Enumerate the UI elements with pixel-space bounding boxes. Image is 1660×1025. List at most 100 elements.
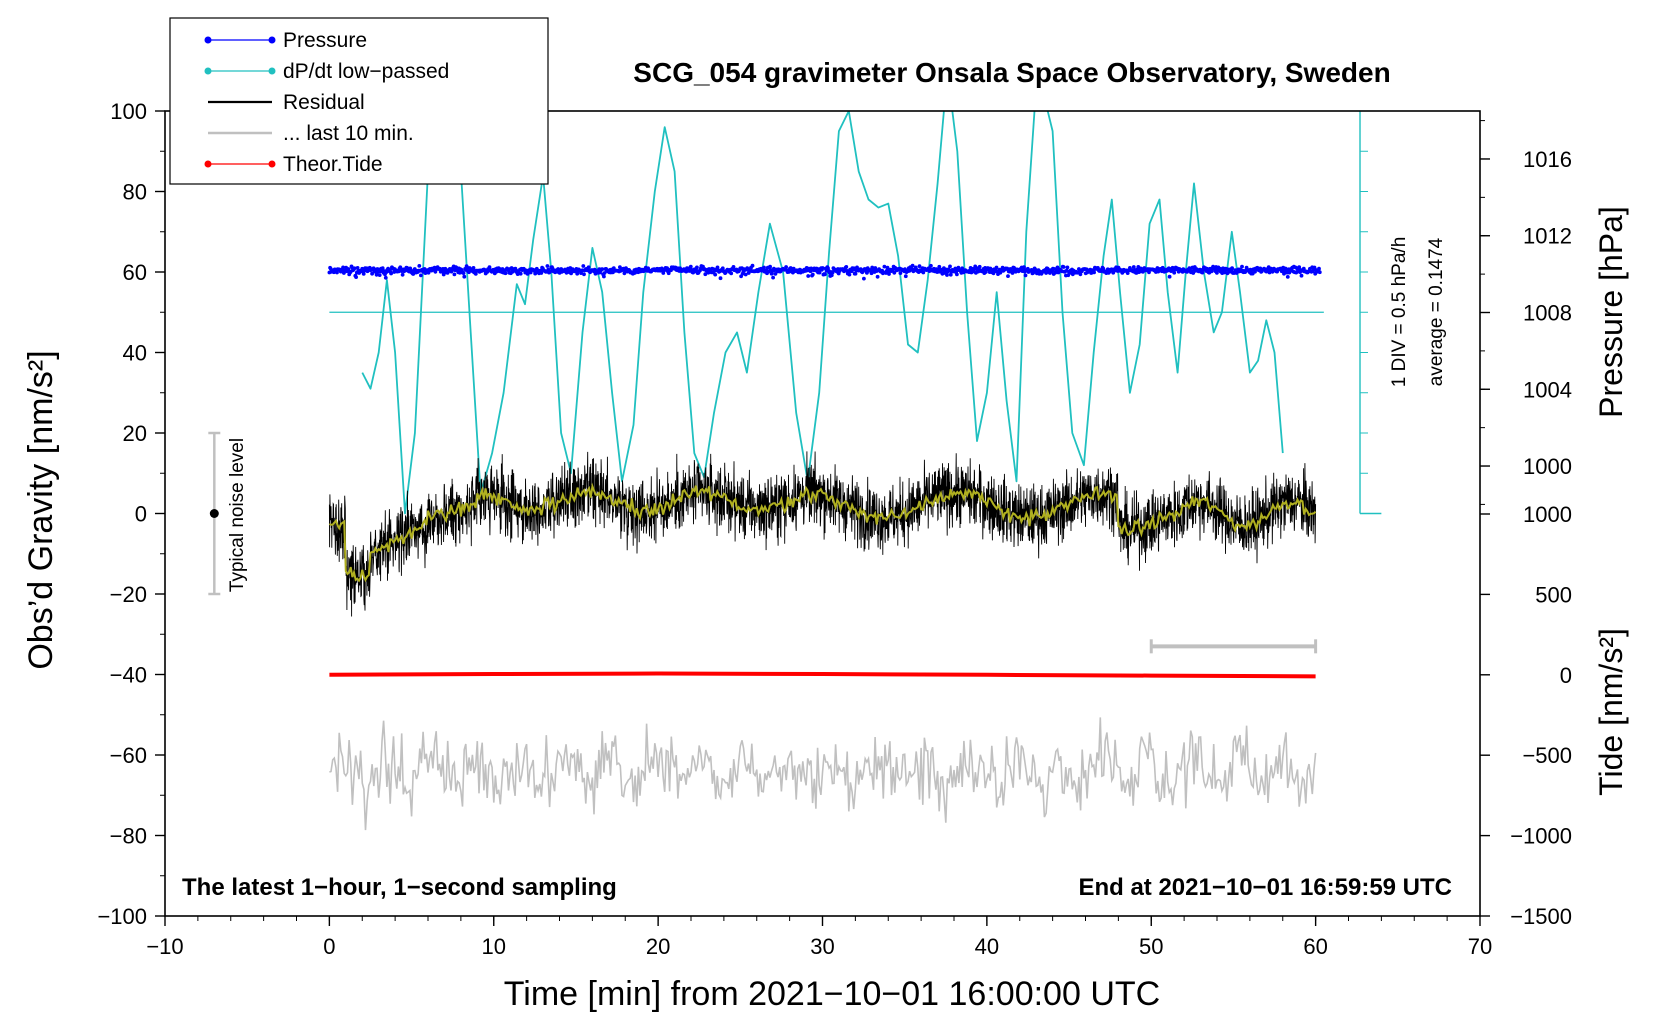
pressure-point bbox=[462, 274, 467, 279]
pressure-point bbox=[937, 264, 942, 269]
y-tick-label: −20 bbox=[110, 582, 147, 607]
pressure-point bbox=[1023, 273, 1028, 278]
pressure-point bbox=[1010, 271, 1015, 275]
pressure-point bbox=[426, 270, 431, 275]
pressure-point bbox=[1167, 274, 1172, 279]
pressure-point bbox=[823, 272, 827, 277]
pressure-point bbox=[518, 271, 523, 276]
pressure-point bbox=[503, 271, 508, 276]
legend-tide-marker bbox=[268, 160, 276, 168]
pressure-point bbox=[977, 264, 982, 269]
pressure-point bbox=[1215, 271, 1219, 275]
last10-series-line bbox=[329, 717, 1317, 831]
tide-series-line bbox=[329, 671, 1316, 679]
y-tick-label: 80 bbox=[123, 180, 147, 205]
pressure-point bbox=[862, 276, 866, 281]
pressure-point bbox=[545, 264, 550, 268]
y-axis-label-gravity: Obs’d Gravity [nm/s²] bbox=[22, 350, 60, 669]
pressure-point bbox=[1172, 270, 1177, 275]
x-tick-label: 30 bbox=[810, 934, 834, 959]
pressure-tick-label: 1008 bbox=[1523, 301, 1572, 326]
y-tick-label: −60 bbox=[110, 743, 147, 768]
pressure-point bbox=[875, 274, 880, 279]
pressure-point bbox=[729, 271, 734, 276]
pressure-point bbox=[892, 270, 897, 275]
legend-tide-marker bbox=[204, 160, 212, 168]
pressure-point bbox=[1006, 274, 1010, 278]
pressure-point bbox=[853, 271, 858, 276]
pressure-point bbox=[715, 265, 720, 270]
pressure-point bbox=[688, 264, 693, 269]
pressure-point bbox=[917, 264, 922, 269]
pressure-point bbox=[1299, 273, 1304, 278]
pressure-tick-label: 1016 bbox=[1523, 147, 1572, 172]
tide-tick-label: 1000 bbox=[1523, 502, 1572, 527]
pressure-point bbox=[354, 275, 358, 279]
pressure-point bbox=[389, 271, 393, 276]
pressure-point bbox=[471, 266, 476, 270]
pressure-point bbox=[352, 266, 357, 271]
legend-last10: ... last 10 min. bbox=[283, 122, 414, 145]
x-tick-label: 20 bbox=[646, 934, 670, 959]
noise-center-dot bbox=[209, 509, 219, 518]
axes-layer: −10 0 10 20 30 40 50 60 70−100−80−60−40−20020406… bbox=[97, 99, 1572, 959]
x-axis-label: Time [min] from 2021−10−01 16:00:00 UTC bbox=[504, 975, 1160, 1013]
pressure-tick-label: 1004 bbox=[1523, 377, 1572, 402]
pressure-point bbox=[398, 265, 403, 270]
pressure-point bbox=[1317, 270, 1322, 275]
pressure-point bbox=[887, 272, 891, 276]
pressure-point bbox=[1253, 269, 1257, 274]
pressure-point bbox=[581, 264, 586, 268]
dpdt-layer bbox=[329, 110, 1382, 515]
pressure-point bbox=[810, 272, 815, 277]
pressure-point bbox=[341, 265, 345, 270]
pressure-point bbox=[955, 272, 959, 277]
pressure-point bbox=[487, 265, 492, 269]
pressure-point bbox=[335, 270, 339, 275]
x-tick-label: 60 bbox=[1303, 934, 1327, 959]
pressure-point bbox=[885, 265, 890, 270]
x-tick-label: 70 bbox=[1468, 934, 1492, 959]
pressure-point bbox=[847, 272, 852, 277]
pressure-point bbox=[370, 271, 374, 276]
x-tick-label: 10 bbox=[482, 934, 506, 959]
tide-tick-label: 0 bbox=[1560, 663, 1572, 688]
pressure-point bbox=[806, 274, 811, 278]
pressure-point bbox=[1078, 272, 1083, 277]
residual-series-line bbox=[328, 451, 1317, 617]
y-tick-label: −100 bbox=[97, 904, 147, 929]
pressure-point bbox=[582, 272, 586, 277]
pressure-point bbox=[461, 271, 466, 275]
pressure-point bbox=[383, 275, 388, 280]
pressure-point bbox=[1209, 269, 1214, 274]
noise-level-label: Typical noise level bbox=[227, 438, 248, 592]
dpdt-average-label: average = 0.1474 bbox=[1426, 237, 1447, 386]
legend-tide: Theor.Tide bbox=[283, 153, 383, 176]
pressure-point bbox=[731, 265, 736, 269]
pressure-point bbox=[1230, 266, 1234, 271]
pressure-point bbox=[762, 265, 766, 270]
y-tick-label: 20 bbox=[123, 421, 147, 446]
pressure-point bbox=[768, 264, 772, 269]
pressure-point bbox=[380, 266, 385, 271]
pressure-layer bbox=[327, 263, 1322, 281]
pressure-point bbox=[750, 263, 755, 268]
pressure-point bbox=[945, 273, 949, 277]
legend-pressure: Pressure bbox=[283, 29, 367, 52]
pressure-point bbox=[1066, 273, 1071, 278]
pressure-point bbox=[452, 272, 457, 277]
tide-tick-label: −500 bbox=[1522, 743, 1572, 768]
pressure-point bbox=[600, 267, 605, 271]
pressure-point bbox=[539, 271, 544, 275]
legend-dpdt-marker bbox=[204, 67, 212, 75]
pressure-point bbox=[377, 273, 382, 277]
pressure-point bbox=[586, 265, 591, 270]
tide-tick-label: 500 bbox=[1535, 582, 1572, 607]
pressure-point bbox=[820, 266, 825, 270]
pressure-point bbox=[1240, 264, 1244, 269]
dpdt-scale-label: 1 DIV = 0.5 hPa/h bbox=[1389, 237, 1410, 388]
chart-title: SCG_054 gravimeter Onsala Space Observat… bbox=[633, 57, 1390, 88]
legend-pressure-marker bbox=[268, 36, 276, 44]
legend: Pressure dP/dt low−passed Residual ... l… bbox=[169, 17, 549, 185]
pressure-point bbox=[743, 272, 748, 277]
